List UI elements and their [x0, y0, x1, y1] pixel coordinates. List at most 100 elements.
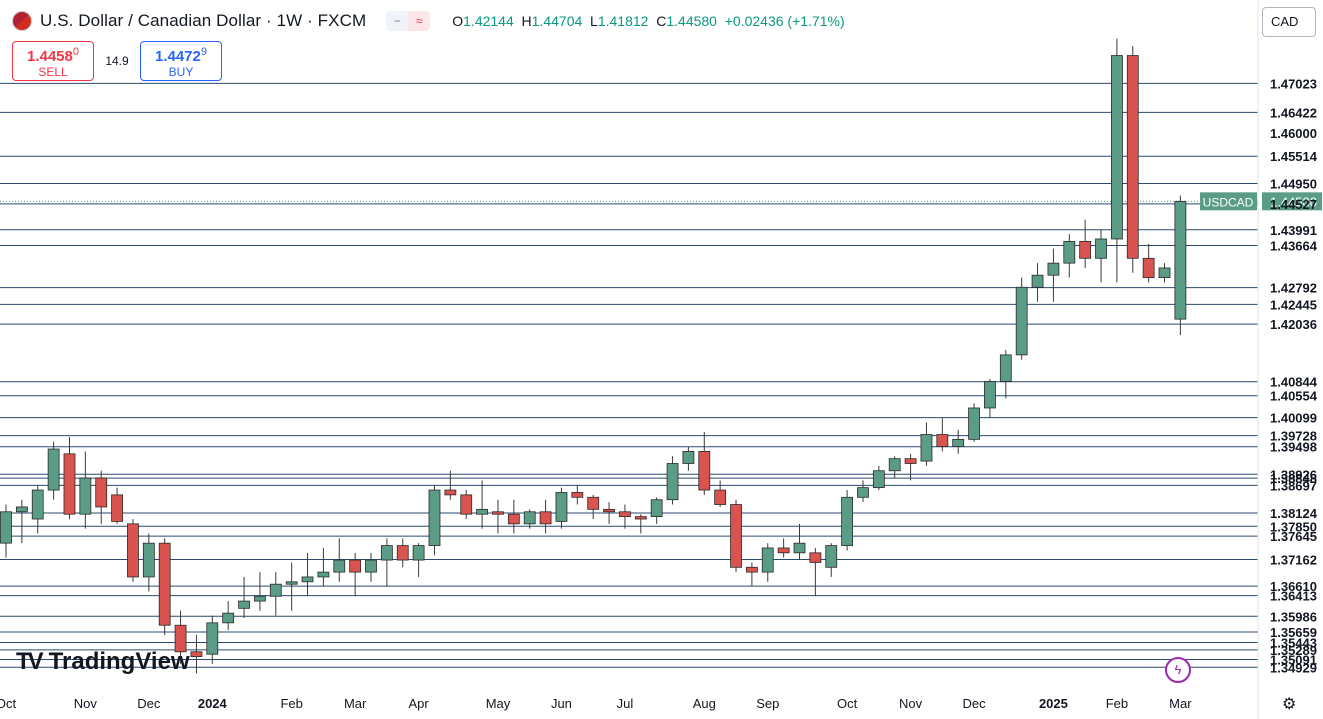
candle-body: [444, 489, 457, 496]
candle: [1095, 229, 1107, 283]
sell-price-pip: 0: [72, 46, 79, 58]
candle-body: [825, 545, 838, 568]
candle-body: [127, 523, 139, 578]
header-buttons: − ≈: [386, 11, 431, 31]
candle: [1063, 234, 1076, 278]
candle-body: [571, 492, 584, 498]
x-tick-label: Sep: [756, 696, 779, 711]
x-tick-label: Nov: [899, 696, 923, 711]
candle: [380, 538, 393, 587]
candle-body: [1031, 274, 1044, 288]
price-axis-bg: [1258, 0, 1323, 719]
y-tick-label: 1.44950: [1270, 176, 1317, 191]
candle: [460, 490, 473, 520]
candle: [1031, 263, 1044, 302]
candle-body: [777, 547, 790, 554]
chart-header: U.S. Dollar / Canadian Dollar · 1W · FXC…: [12, 9, 845, 33]
candle: [698, 432, 711, 495]
candle-body: [47, 448, 60, 491]
buy-button[interactable]: 1.44729 BUY: [140, 41, 222, 81]
candle: [571, 485, 584, 505]
x-tick-label: Oct: [837, 696, 858, 711]
currency-select[interactable]: CAD: [1262, 7, 1316, 37]
y-tick-label: 1.37645: [1270, 529, 1317, 544]
change-value: +0.02436 (+1.71%): [724, 13, 845, 29]
candle-body: [1158, 267, 1171, 279]
tradingview-wordmark: TradingView: [48, 648, 190, 675]
candle: [492, 499, 504, 534]
candle-body: [857, 487, 869, 498]
candle: [31, 485, 44, 534]
candle: [777, 538, 790, 558]
candle: [1079, 219, 1092, 268]
x-tick-label: 2024: [198, 696, 228, 711]
candle-body: [872, 470, 885, 489]
candle-body: [555, 492, 568, 522]
candle-body: [619, 511, 631, 518]
tradingview-mark-icon: TV: [16, 648, 44, 675]
x-tick-label: May: [486, 696, 511, 711]
y-tick-label: 1.46422: [1270, 105, 1317, 120]
symbol-title[interactable]: U.S. Dollar / Canadian Dollar · 1W · FXC…: [40, 11, 367, 30]
y-tick-label: 1.47023: [1270, 76, 1317, 91]
lightning-icon[interactable]: ϟ: [1165, 657, 1191, 683]
candle-body: [269, 583, 282, 597]
candle-body: [1063, 241, 1076, 264]
buy-price-pip: 9: [200, 46, 207, 58]
candle: [587, 494, 600, 520]
y-tick-label: 1.39728: [1270, 429, 1317, 444]
candle-body: [999, 354, 1012, 382]
candle: [1142, 243, 1155, 283]
y-tick-label: 1.46000: [1270, 126, 1317, 141]
candle: [619, 504, 631, 529]
candle-body: [254, 595, 266, 602]
candle: [1126, 45, 1139, 273]
candles: [0, 38, 1187, 674]
x-tick-label: Mar: [1169, 696, 1192, 711]
candle-body: [952, 438, 965, 447]
y-tick-label: 1.44527: [1270, 197, 1317, 212]
candle: [904, 453, 917, 481]
candle-body: [984, 381, 996, 409]
candle: [920, 422, 933, 466]
y-tick-label: 1.34929: [1270, 660, 1317, 675]
candle: [888, 456, 901, 478]
candle-body: [936, 434, 949, 447]
gear-icon[interactable]: ⚙: [1282, 696, 1297, 713]
candle: [793, 523, 806, 561]
candle-body: [31, 489, 44, 520]
candle: [825, 543, 838, 577]
y-tick-label: 1.36610: [1270, 579, 1317, 594]
candle-body: [507, 513, 520, 525]
minus-icon[interactable]: −: [386, 11, 409, 31]
sell-button[interactable]: 1.44580 SELL: [12, 41, 94, 81]
candle-body: [841, 496, 854, 546]
candle-body: [888, 458, 901, 472]
candle-body: [380, 545, 393, 561]
wave-icon[interactable]: ≈: [408, 11, 431, 31]
low-label: L: [590, 13, 598, 29]
candle-body: [142, 542, 155, 578]
candle-body: [968, 407, 980, 440]
us-canada-flag-icon: [12, 11, 32, 31]
price-axis[interactable]: 1.47023 1.46422 1.46000 1.45514 1.44950 1.445…: [1200, 76, 1322, 675]
candle: [365, 552, 377, 582]
candle-body: [222, 612, 235, 624]
y-tick-label: 1.37850: [1270, 519, 1317, 534]
y-tick-label: 1.35986: [1270, 609, 1317, 624]
ohlc-readout: O1.42144 H1.44704 L1.41812 C1.44580 +0.0…: [452, 13, 844, 29]
candle: [1111, 38, 1123, 283]
candle-body: [1095, 238, 1107, 259]
candle-body: [920, 434, 933, 462]
candle-body: [523, 511, 536, 525]
candle-body: [587, 496, 600, 510]
tradingview-logo[interactable]: TV TradingView: [16, 648, 190, 676]
candle-body: [539, 511, 552, 525]
candle-body: [650, 499, 663, 518]
time-axis[interactable]: Oct Nov Dec 2024 Feb Mar Apr May Jun Jul Aug Sep Oct…: [0, 696, 1192, 711]
y-tick-label: 1.42445: [1270, 297, 1317, 312]
candle: [1047, 248, 1060, 302]
close-label: C: [656, 13, 667, 29]
candle-body: [206, 622, 219, 655]
